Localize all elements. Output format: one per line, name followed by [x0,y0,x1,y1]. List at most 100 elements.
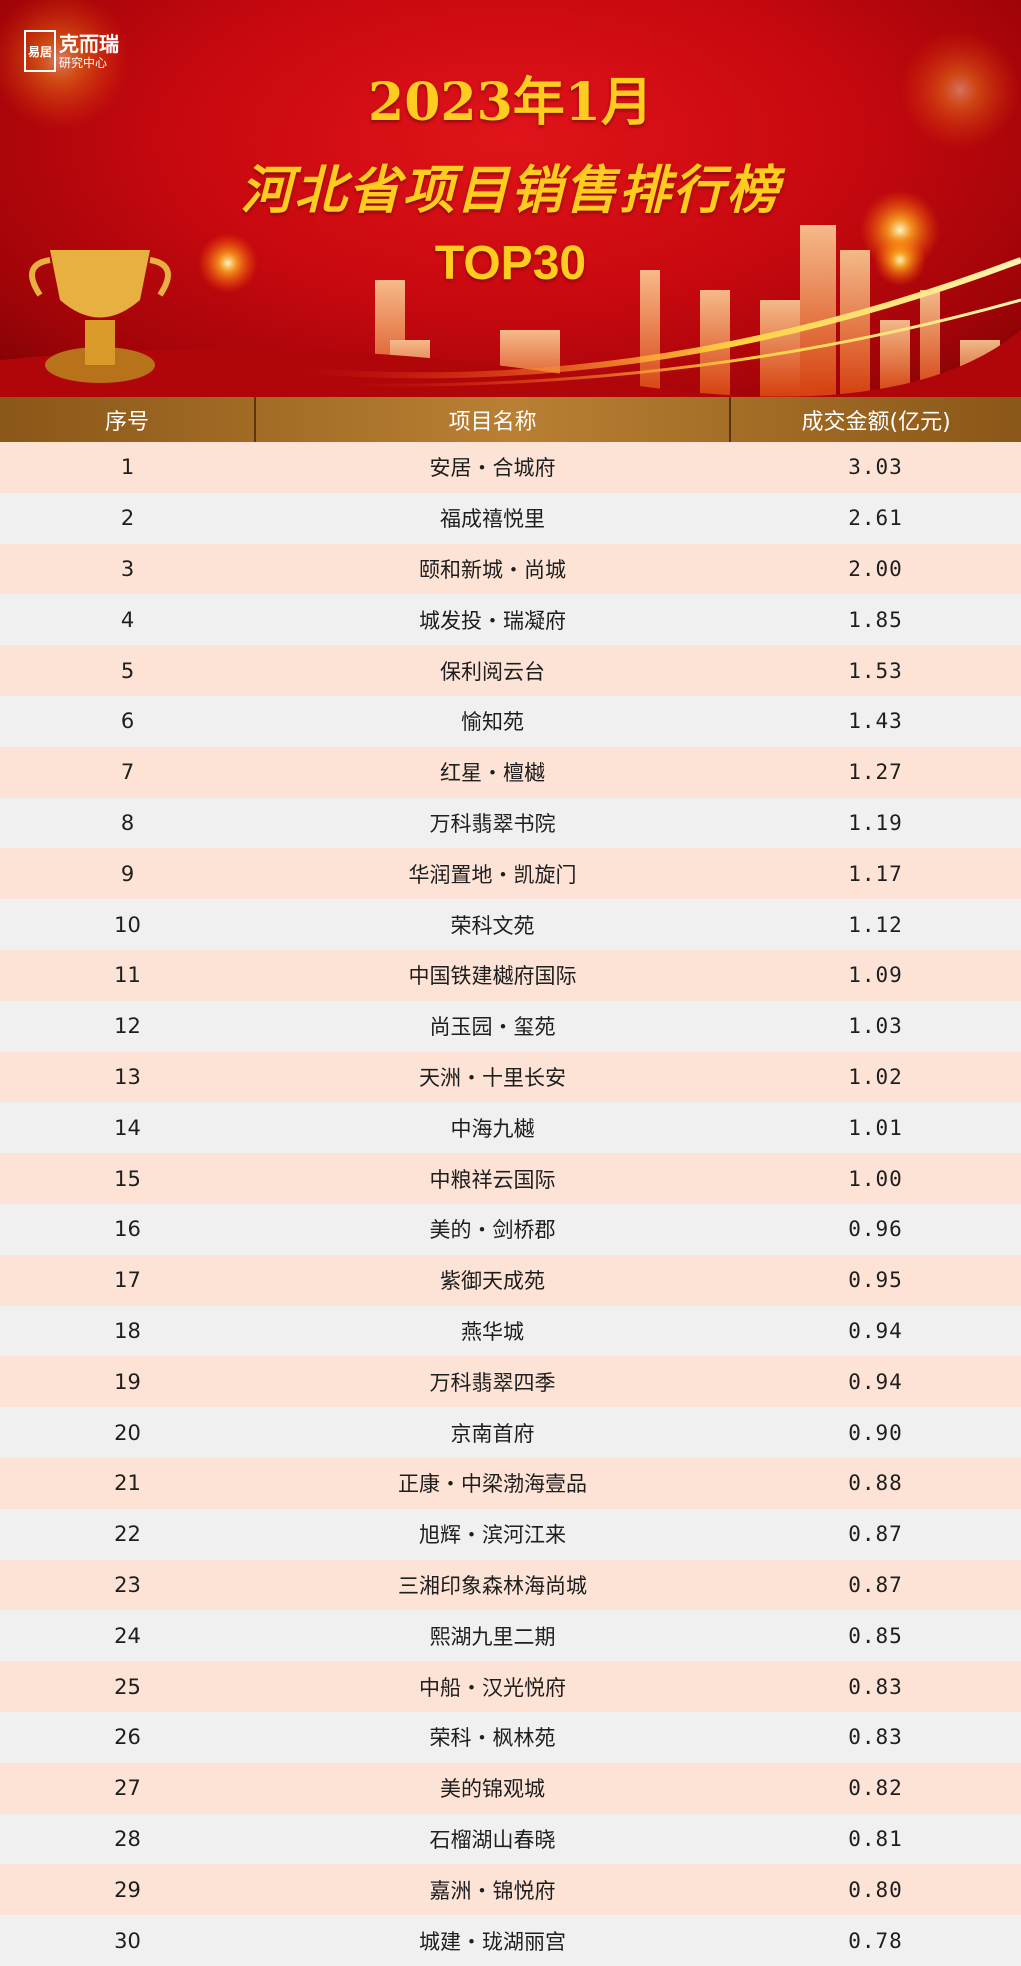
project-name-cell: 中粮祥云国际 [429,1167,556,1192]
project-name-cell: 万科翡翠四季 [429,1370,556,1395]
logo: 易居 克而瑞 研究中心 [24,30,119,72]
amount-cell: 0.87 [848,1522,903,1547]
table-row: 9 华润置地・凯旋门 1.17 [0,848,1021,900]
project-name-cell: 美的锦观城 [440,1777,545,1802]
project-name-cell: 美的・剑桥郡 [429,1218,556,1243]
project-name-cell: 中船・汉光悦府 [419,1675,566,1700]
project-name-cell: 荣科文苑 [450,913,535,938]
table-row: 27 美的锦观城 0.82 [0,1762,1021,1814]
rank-cell: 28 [114,1826,141,1851]
amount-cell: 2.00 [848,556,903,581]
project-name-cell: 正康・中梁渤海壹品 [398,1472,587,1497]
project-name-cell: 安居・合城府 [429,456,556,481]
amount-cell: 1.53 [848,658,903,683]
rank-cell: 23 [114,1572,141,1597]
table-row: 22 旭辉・滨河江来 0.87 [0,1508,1021,1560]
rank-cell: 18 [114,1318,141,1343]
project-name-cell: 万科翡翠书院 [429,811,556,836]
rank-cell: 21 [114,1471,141,1496]
project-name-cell: 保利阅云台 [440,659,545,684]
project-name-cell: 中海九樾 [450,1116,535,1141]
rank-cell: 29 [114,1877,141,1902]
amount-cell: 2.61 [848,506,903,531]
project-name-cell: 紫御天成苑 [440,1269,545,1294]
column-header-project: 项目名称 [256,397,732,442]
table-row: 4 城发投・瑞凝府 1.85 [0,594,1021,646]
table-row: 16 美的・剑桥郡 0.96 [0,1203,1021,1255]
table-row: 29 嘉洲・锦悦府 0.80 [0,1864,1021,1916]
amount-cell: 0.82 [848,1776,903,1801]
rank-cell: 4 [120,607,135,632]
project-name-cell: 三湘印象森林海尚城 [398,1573,587,1598]
table-row: 11 中国铁建樾府国际 1.09 [0,949,1021,1001]
title-date: 2023年1月 [368,72,653,133]
project-name-cell: 福成禧悦里 [440,507,545,532]
rank-cell: 11 [114,963,141,988]
table-row: 1 安居・合城府 3.03 [0,442,1021,493]
rank-cell: 15 [114,1166,141,1191]
amount-cell: 1.01 [848,1115,903,1140]
table-row: 18 燕华城 0.94 [0,1305,1021,1357]
table-row: 17 紫御天成苑 0.95 [0,1254,1021,1306]
rank-cell: 20 [114,1420,141,1445]
rank-cell: 17 [114,1268,141,1293]
table-row: 15 中粮祥云国际 1.00 [0,1153,1021,1204]
project-name-cell: 华润置地・凯旋门 [408,862,577,887]
project-name-cell: 愉知苑 [461,710,524,735]
table-row: 20 京南首府 0.90 [0,1407,1021,1458]
table-row: 23 三湘印象森林海尚城 0.87 [0,1559,1021,1611]
table-row: 30 城建・珑湖丽宫 0.78 [0,1915,1021,1966]
amount-cell: 0.78 [848,1928,903,1953]
amount-cell: 3.03 [848,455,903,480]
title-top30: TOP30 [434,237,587,290]
table-row: 26 荣科・枫林苑 0.83 [0,1711,1021,1763]
rank-cell: 8 [120,810,135,835]
rank-cell: 13 [114,1064,141,1089]
table-row: 19 万科翡翠四季 0.94 [0,1356,1021,1408]
project-name-cell: 石榴湖山春晓 [429,1827,556,1852]
amount-cell: 1.12 [848,912,903,937]
amount-cell: 1.03 [848,1014,903,1039]
project-name-cell: 中国铁建樾府国际 [408,964,577,989]
table-row: 21 正康・中梁渤海壹品 0.88 [0,1457,1021,1509]
project-name-cell: 燕华城 [461,1319,524,1344]
rank-cell: 27 [114,1776,141,1801]
amount-cell: 0.83 [848,1674,903,1699]
amount-cell: 0.85 [848,1623,903,1648]
rank-cell: 30 [114,1928,141,1953]
trophy-icon [29,250,171,383]
rank-cell: 7 [120,760,135,785]
rank-cell: 2 [120,506,135,531]
amount-cell: 0.95 [848,1268,903,1293]
project-name-cell: 天洲・十里长安 [419,1065,566,1090]
table-row: 24 熙湖九里二期 0.85 [0,1610,1021,1662]
rank-cell: 9 [120,861,135,886]
rank-cell: 24 [114,1623,141,1648]
table-row: 10 荣科文苑 1.12 [0,899,1021,950]
amount-cell: 0.96 [848,1217,903,1242]
amount-cell: 0.87 [848,1572,903,1597]
table-row: 3 颐和新城・尚城 2.00 [0,543,1021,595]
table-row: 28 石榴湖山春晓 0.81 [0,1813,1021,1865]
table-row: 7 红星・檀樾 1.27 [0,746,1021,798]
rank-cell: 12 [114,1014,141,1039]
rank-cell: 5 [120,658,135,683]
header-banner: 易居 克而瑞 研究中心 2023年1月 河北省项目销售排行榜 TOP30 [0,0,1021,397]
skyline-icon [360,225,1000,397]
project-name-cell: 尚玉园・玺苑 [429,1015,556,1040]
rank-cell: 25 [114,1674,141,1699]
rank-cell: 10 [114,912,141,937]
rank-cell: 3 [120,556,135,581]
amount-cell: 1.09 [848,963,903,988]
amount-cell: 0.94 [848,1318,903,1343]
table-body: 1 安居・合城府 3.03 2 福成禧悦里 2.61 3 颐和新城・尚城 2.00 4 城发投・瑞凝… [0,442,1021,1966]
table-row: 14 中海九樾 1.01 [0,1102,1021,1154]
table-row: 5 保利阅云台 1.53 [0,645,1021,696]
table-row: 2 福成禧悦里 2.61 [0,492,1021,544]
rank-cell: 26 [114,1725,141,1750]
rank-cell: 16 [114,1217,141,1242]
project-name-cell: 城建・珑湖丽宫 [419,1929,566,1954]
column-header-amount: 成交金额(亿元) [801,409,951,435]
amount-cell: 0.94 [848,1369,903,1394]
logo-brand: 克而瑞 [59,31,119,56]
